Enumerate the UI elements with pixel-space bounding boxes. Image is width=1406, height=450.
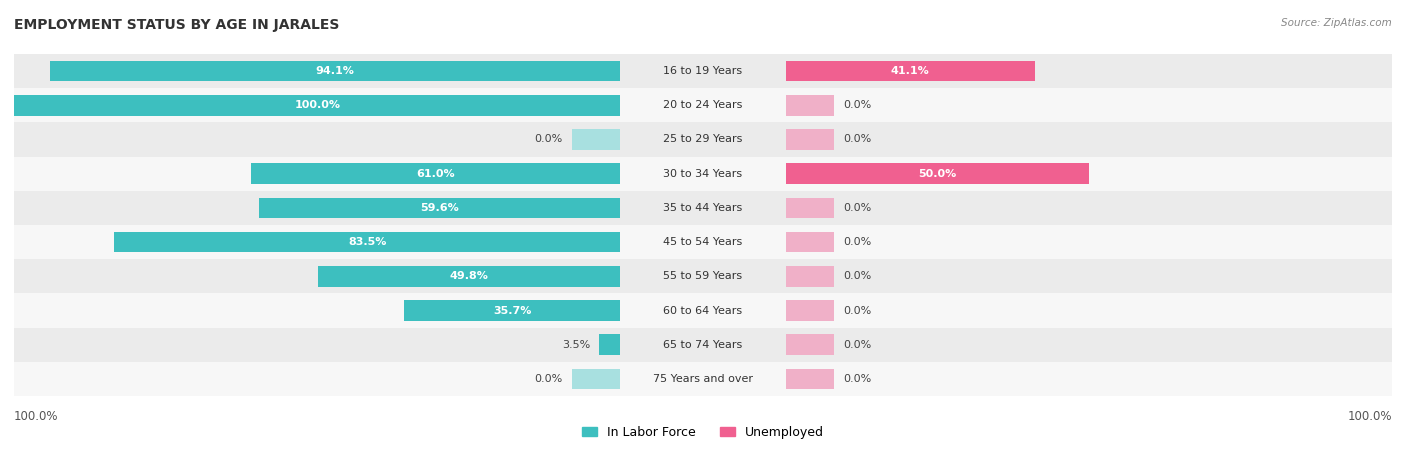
Text: Source: ZipAtlas.com: Source: ZipAtlas.com [1281, 18, 1392, 28]
Bar [14, 293, 620, 328]
Text: 0.0%: 0.0% [844, 340, 872, 350]
Bar [318, 266, 620, 287]
Bar [786, 259, 1392, 293]
Bar [620, 293, 786, 328]
Text: 49.8%: 49.8% [450, 271, 489, 281]
Bar [786, 122, 1392, 157]
Bar [14, 157, 620, 191]
Bar [786, 328, 1392, 362]
Text: 0.0%: 0.0% [844, 135, 872, 144]
Text: 0.0%: 0.0% [844, 203, 872, 213]
Text: 3.5%: 3.5% [562, 340, 591, 350]
Text: 100.0%: 100.0% [14, 410, 59, 423]
Bar [620, 362, 786, 396]
Text: EMPLOYMENT STATUS BY AGE IN JARALES: EMPLOYMENT STATUS BY AGE IN JARALES [14, 18, 339, 32]
Bar [620, 191, 786, 225]
Bar [259, 198, 620, 218]
Bar [14, 328, 620, 362]
Text: 0.0%: 0.0% [844, 271, 872, 281]
Text: 55 to 59 Years: 55 to 59 Years [664, 271, 742, 281]
Bar [786, 293, 1392, 328]
Bar [786, 198, 834, 218]
Bar [14, 259, 620, 293]
Bar [786, 88, 1392, 122]
Bar [404, 300, 620, 321]
Text: 94.1%: 94.1% [315, 66, 354, 76]
Text: 41.1%: 41.1% [891, 66, 929, 76]
Bar [620, 259, 786, 293]
Legend: In Labor Force, Unemployed: In Labor Force, Unemployed [576, 421, 830, 444]
Bar [620, 157, 786, 191]
Bar [14, 225, 620, 259]
Bar [14, 95, 620, 116]
Bar [14, 54, 620, 88]
Text: 0.0%: 0.0% [534, 135, 562, 144]
Bar [572, 129, 620, 150]
Bar [786, 54, 1392, 88]
Text: 83.5%: 83.5% [349, 237, 387, 247]
Bar [786, 163, 1088, 184]
Text: 75 Years and over: 75 Years and over [652, 374, 754, 384]
Text: 60 to 64 Years: 60 to 64 Years [664, 306, 742, 315]
Text: 0.0%: 0.0% [844, 237, 872, 247]
Bar [14, 191, 620, 225]
Bar [786, 157, 1392, 191]
Bar [786, 300, 834, 321]
Text: 35 to 44 Years: 35 to 44 Years [664, 203, 742, 213]
Text: 61.0%: 61.0% [416, 169, 454, 179]
Text: 100.0%: 100.0% [294, 100, 340, 110]
Bar [620, 122, 786, 157]
Bar [49, 61, 620, 81]
Text: 59.6%: 59.6% [420, 203, 458, 213]
Text: 35.7%: 35.7% [494, 306, 531, 315]
Text: 30 to 34 Years: 30 to 34 Years [664, 169, 742, 179]
Bar [14, 362, 620, 396]
Bar [14, 122, 620, 157]
Bar [620, 225, 786, 259]
Text: 0.0%: 0.0% [844, 306, 872, 315]
Bar [786, 334, 834, 355]
Text: 50.0%: 50.0% [918, 169, 956, 179]
Bar [620, 54, 786, 88]
Bar [786, 369, 834, 389]
Text: 0.0%: 0.0% [844, 374, 872, 384]
Text: 45 to 54 Years: 45 to 54 Years [664, 237, 742, 247]
Text: 0.0%: 0.0% [844, 100, 872, 110]
Bar [114, 232, 620, 252]
Bar [786, 95, 834, 116]
Bar [786, 225, 1392, 259]
Bar [786, 129, 834, 150]
Text: 100.0%: 100.0% [1347, 410, 1392, 423]
Bar [599, 334, 620, 355]
Bar [786, 266, 834, 287]
Text: 0.0%: 0.0% [534, 374, 562, 384]
Bar [786, 61, 1035, 81]
Bar [14, 88, 620, 122]
Bar [250, 163, 620, 184]
Bar [620, 88, 786, 122]
Text: 20 to 24 Years: 20 to 24 Years [664, 100, 742, 110]
Text: 16 to 19 Years: 16 to 19 Years [664, 66, 742, 76]
Bar [572, 369, 620, 389]
Bar [620, 328, 786, 362]
Bar [786, 191, 1392, 225]
Text: 25 to 29 Years: 25 to 29 Years [664, 135, 742, 144]
Bar [786, 232, 834, 252]
Text: 65 to 74 Years: 65 to 74 Years [664, 340, 742, 350]
Bar [786, 362, 1392, 396]
